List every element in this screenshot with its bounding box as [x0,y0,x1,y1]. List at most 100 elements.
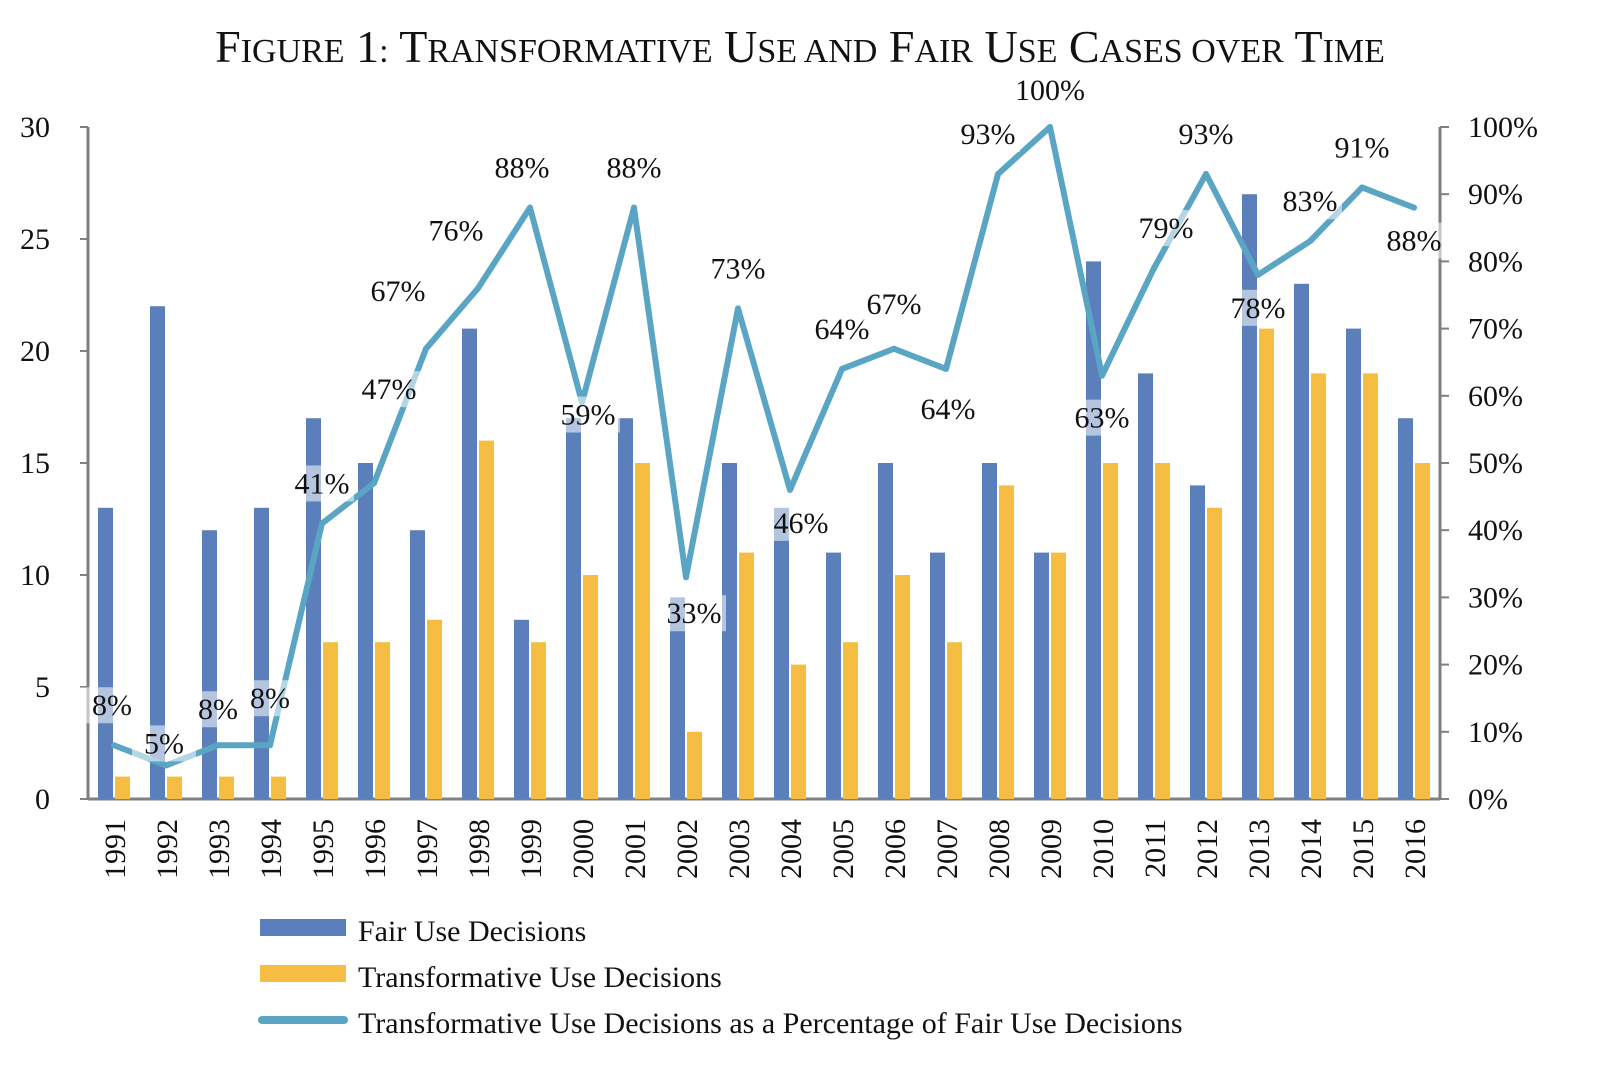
bar-fair-use [358,463,373,799]
x-tick-label: 2012 [1191,819,1224,879]
data-label-bg [602,149,666,186]
bar-fair-use [202,530,217,799]
y-right-tick-label: 30% [1468,581,1523,614]
y-left-tick-label: 30 [20,111,50,144]
data-label-percentage: 88% [1387,225,1442,258]
line-point [683,574,689,581]
bar-fair-use [1190,485,1205,799]
data-label-bg [706,250,770,287]
line-point [995,171,1001,178]
data-label-percentage: 64% [921,393,976,426]
legend-swatch-fair-use [260,919,346,936]
bar-transformative [1051,552,1066,799]
line-point [1047,124,1053,130]
x-tick-label: 2009 [1035,819,1068,879]
data-label-bg [424,212,488,249]
data-label-percentage: 67% [371,275,426,308]
y-right-tick-label: 100% [1468,111,1538,144]
data-label-percentage: 46% [774,507,829,540]
data-label-percentage: 67% [867,288,922,321]
bar-transformative [531,642,546,799]
x-tick-label: 1998 [463,819,496,879]
y-left-tick-label: 5 [35,671,50,704]
data-label-bg [1330,129,1394,166]
line-point [1203,171,1209,178]
bar-transformative [479,440,494,799]
bar-transformative [739,552,754,799]
bar-fair-use [1398,418,1413,799]
line-point [1099,372,1105,379]
data-label-percentage: 47% [362,373,417,406]
bar-transformative [427,619,442,799]
x-tick-label: 1994 [255,819,288,879]
x-tick-label: 1997 [411,819,444,879]
x-tick-label: 1996 [359,819,392,879]
legend-swatch-transformative [260,965,346,982]
data-label-percentage: 78% [1231,292,1286,325]
chart-title: FIGURE 1: TRANSFORMATIVE USE AND FAIR US… [215,21,1385,72]
line-point [215,742,221,749]
data-label-percentage: 41% [295,467,350,500]
bar-fair-use [306,418,321,799]
bar-transformative [1311,373,1326,799]
data-label-bg [1382,222,1446,259]
bar-transformative [1155,463,1170,799]
x-tick-label: 1993 [203,819,236,879]
x-tick-label: 2004 [775,819,808,879]
data-label-bg [1278,183,1342,220]
data-label-percentage: 63% [1075,402,1130,435]
bar-transformative [375,642,390,799]
y-left-tick-label: 0 [35,783,50,816]
bar-fair-use [566,418,581,799]
labels-layer: 8%5%8% 8%41%47%67%76%88%59%88%33%73%46%64… [80,72,1446,762]
bar-fair-use [1086,261,1101,799]
bar-fair-use [150,306,165,799]
data-label-bg [556,396,620,433]
data-label-percentage: 93% [1179,118,1234,151]
data-label-bg [1226,289,1290,326]
line-point [527,204,533,211]
data-label-bg [662,595,726,632]
y-left-tick-label: 10 [20,559,50,592]
line-point [1307,238,1313,245]
line-point [1151,265,1157,272]
data-label-bg [238,680,302,717]
line-point [163,762,169,769]
data-label-bg [1070,399,1134,436]
x-tick-label: 2010 [1087,819,1120,879]
bar-transformative [635,463,650,799]
bar-fair-use [826,552,841,799]
y-left-tick-label: 15 [20,447,50,480]
y-right-tick-label: 10% [1468,716,1523,749]
bar-fair-use [98,507,113,799]
bar-transformative [999,485,1014,799]
x-tick-label: 1999 [515,819,548,879]
y-left-tick-label: 20 [20,335,50,368]
bars-layer [98,194,1430,799]
data-label-bg [132,725,196,762]
data-label-percentage: 73% [711,252,766,285]
bar-transformative [167,776,182,799]
x-tick-label: 1995 [307,819,340,879]
x-tick-label: 1992 [151,819,184,879]
data-label-bg [490,149,554,186]
data-label-percentage: 59% [561,399,616,432]
data-label-percentage: 79% [1139,212,1194,245]
y-right-tick-label: 70% [1468,313,1523,346]
x-tick-label: 2005 [827,819,860,879]
y-right-tick-label: 50% [1468,447,1523,480]
line-point [1255,271,1261,278]
data-label-bg [1018,72,1082,108]
data-label-bg [769,504,833,541]
bar-transformative [895,575,910,799]
y-right-tick-label: 60% [1468,380,1523,413]
data-label-percentage: 33% [667,597,722,630]
x-tick-label: 2011 [1139,819,1172,878]
bar-fair-use [1294,283,1309,799]
bar-transformative [115,776,130,799]
data-label-percentage: 8% [198,693,238,726]
line-point [1359,184,1365,191]
x-tick-label: 2013 [1243,819,1276,879]
bar-fair-use [774,507,789,799]
